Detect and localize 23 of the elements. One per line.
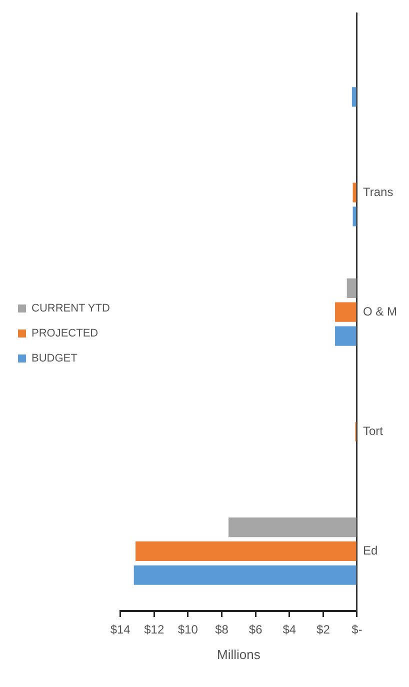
- x-tick-label: $6: [248, 622, 263, 637]
- y-tick-label: Trans: [363, 184, 394, 199]
- bar: [346, 278, 356, 298]
- y-tick-label: Tort: [363, 424, 384, 438]
- x-tick-label: $4: [282, 622, 296, 637]
- bar: [228, 518, 356, 538]
- bar: [335, 302, 356, 322]
- x-tick-label: $2: [316, 622, 330, 637]
- x-axis-title: Millions: [216, 646, 261, 662]
- legend-label: BUDGET: [32, 352, 78, 365]
- y-tick-label: O & M: [363, 304, 398, 318]
- bar: [134, 565, 356, 585]
- bar: [335, 326, 356, 346]
- x-tick-label: $12: [144, 622, 164, 637]
- y-tick-label: Ed: [363, 544, 378, 558]
- x-tick-label: $8: [215, 622, 229, 637]
- bar: [352, 87, 356, 107]
- x-tick-label: $14: [110, 622, 131, 637]
- legend-label: PROJECTED: [32, 328, 98, 340]
- x-tick-label: $-: [352, 622, 362, 637]
- x-tick-label: $10: [178, 622, 198, 637]
- legend-label: CURRENT YTD: [32, 302, 110, 315]
- bar: [136, 541, 356, 562]
